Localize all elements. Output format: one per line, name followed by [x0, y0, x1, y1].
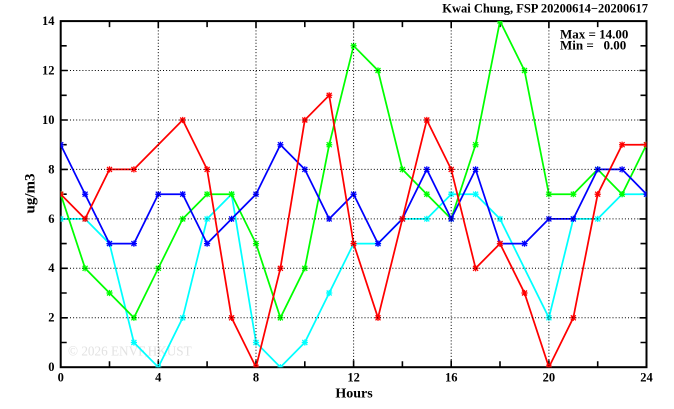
svg-text:6: 6 [48, 212, 54, 226]
svg-text:© 2026 ENVF,HKUST: © 2026 ENVF,HKUST [68, 344, 192, 359]
svg-text:10: 10 [42, 113, 55, 127]
svg-text:14: 14 [42, 14, 55, 28]
svg-text:12: 12 [347, 371, 360, 385]
svg-text:0: 0 [48, 360, 54, 374]
svg-text:4: 4 [48, 261, 55, 275]
svg-text:ug/m3: ug/m3 [23, 173, 39, 213]
svg-text:Kwai Chung, FSP 20200614−20200: Kwai Chung, FSP 20200614−20200617 [442, 2, 648, 16]
svg-text:2: 2 [48, 311, 54, 325]
svg-text:8: 8 [253, 371, 259, 385]
svg-text:16: 16 [445, 371, 458, 385]
svg-text:0: 0 [58, 371, 64, 385]
svg-text:Max = 14.00: Max = 14.00 [560, 27, 628, 42]
svg-text:4: 4 [155, 371, 162, 385]
svg-text:24: 24 [640, 371, 653, 385]
svg-text:20: 20 [543, 371, 556, 385]
svg-text:Min = 0.00: Min = 0.00 [560, 37, 626, 52]
svg-text:Hours: Hours [335, 387, 373, 402]
svg-text:12: 12 [42, 63, 55, 77]
svg-text:8: 8 [48, 162, 54, 176]
